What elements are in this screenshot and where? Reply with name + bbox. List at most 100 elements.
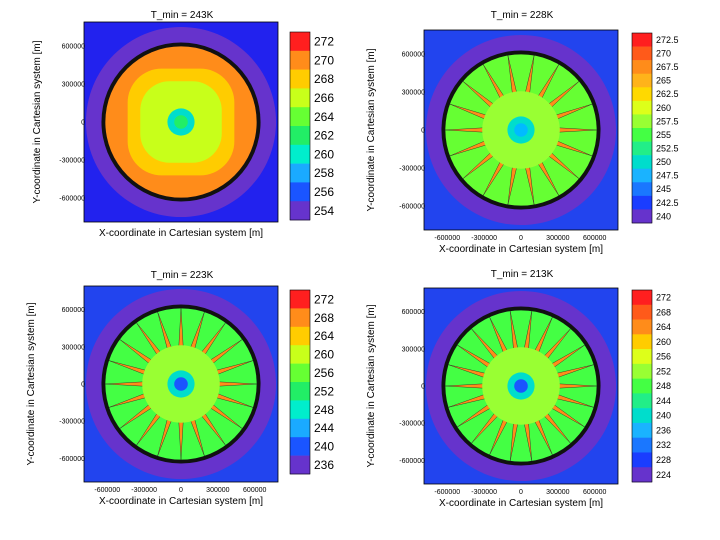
colorbar-swatch (290, 345, 310, 364)
colorbar-tick-label: 270 (314, 53, 334, 67)
y-tick-label: 0 (81, 120, 85, 127)
x-tick-label: 0 (519, 489, 523, 496)
colorbar-swatch (632, 46, 652, 61)
colorbar-tick-label: 266 (314, 91, 334, 105)
colorbar-tick-label: 256 (314, 366, 334, 380)
colorbar-swatch (290, 363, 310, 383)
colorbar-tick-label: 256 (656, 352, 671, 362)
x-tick-label: 600000 (583, 235, 606, 242)
colorbar-tick-label: 256 (314, 185, 334, 199)
colorbar-tick-label: 257.5 (656, 116, 679, 126)
colorbar: 272.5 270 267.5 265 262.5 260 257.5 255 252.5 250… (631, 32, 679, 224)
x-axis-label: X-coordinate in Cartesian system [m] (99, 228, 263, 239)
colorbar-frame (631, 32, 653, 224)
y-tick-label: 300000 (402, 346, 425, 353)
y-tick-label: -600000 (59, 196, 85, 203)
colorbar-tick-label: 264 (656, 322, 671, 332)
colorbar-swatch (290, 437, 310, 456)
colorbar-tick-label: 272 (314, 292, 334, 306)
y-tick-label: -600000 (59, 456, 85, 463)
x-tick-label: 0 (519, 235, 523, 242)
colorbar-tick-label: 240 (656, 411, 671, 421)
y-tick-label: 0 (421, 384, 425, 391)
colorbar-swatch (632, 319, 652, 335)
x-tick-label: -600000 (434, 489, 460, 496)
heatmap-center (514, 123, 528, 137)
y-tick-label: -600000 (399, 458, 425, 465)
colorbar-tick-label: 240 (314, 440, 334, 454)
colorbar-swatch (290, 107, 310, 127)
chart-panel-2: T_min = 228K 600000 300000 0 -300000 -600000 -… (366, 10, 679, 255)
colorbar-tick-label: 260 (314, 147, 334, 161)
chart-title: T_min = 228K (491, 10, 554, 21)
plot-frame (83, 285, 279, 483)
x-axis-label: X-coordinate in Cartesian system [m] (99, 496, 263, 507)
y-tick-label: 600000 (402, 52, 425, 59)
y-tick-label: -600000 (399, 204, 425, 211)
colorbar-tick-label: 244 (314, 421, 334, 435)
colorbar-swatch (290, 382, 310, 401)
colorbar-swatch (290, 400, 310, 420)
heatmap-field (424, 30, 618, 230)
colorbar-swatch (290, 126, 310, 146)
colorbar-swatch (290, 201, 310, 221)
colorbar-swatch (632, 100, 652, 115)
colorbar-swatch (632, 128, 652, 142)
colorbar-swatch (632, 87, 652, 102)
colorbar-swatch (290, 144, 310, 164)
colorbar-tick-label: 267.5 (656, 62, 679, 72)
colorbar-swatch (632, 209, 652, 224)
colorbar-swatch (290, 418, 310, 438)
colorbar-tick-label: 262 (314, 129, 334, 143)
y-tick-label: 0 (421, 128, 425, 135)
colorbar-tick-label: 262.5 (656, 89, 679, 99)
heatmap-center (514, 379, 528, 393)
y-axis-label: Y-coordinate in Cartesian system [m] (366, 304, 377, 467)
y-tick-label: 600000 (62, 44, 85, 51)
x-tick-label: -300000 (471, 489, 497, 496)
y-axis-label: Y-coordinate in Cartesian system [m] (366, 48, 377, 211)
colorbar: 272 268 264 260 256 252 248 244 240 236 232 228 224 (631, 289, 671, 483)
chart-panel-1: T_min = 243K 600000 300000 0 -300000 -600000 X… (32, 10, 334, 239)
colorbar-swatch (290, 69, 310, 89)
y-axis-label: Y-coordinate in Cartesian system [m] (32, 40, 43, 203)
colorbar-swatch (290, 50, 310, 70)
colorbar-swatch (632, 73, 652, 88)
colorbar-swatch (632, 393, 652, 409)
colorbar-tick-label: 232 (656, 440, 671, 450)
colorbar-swatch (632, 467, 652, 483)
colorbar-tick-label: 236 (314, 458, 334, 472)
plot-frame (423, 287, 619, 485)
heatmap-field (84, 286, 278, 482)
colorbar-frame (289, 289, 311, 475)
chart-panel-4: T_min = 213K 600000 300000 0 -300000 -600000 -… (366, 269, 671, 509)
colorbar-tick-label: 228 (656, 455, 671, 465)
colorbar-swatch (632, 114, 652, 129)
colorbar-tick-label: 260 (656, 337, 671, 347)
heatmap-center (174, 377, 188, 391)
x-tick-label: 300000 (206, 487, 229, 494)
colorbar-tick-label: 272.5 (656, 35, 679, 45)
x-tick-label: -600000 (434, 235, 460, 242)
plot-frame (423, 29, 619, 231)
colorbar-frame (289, 31, 311, 221)
y-tick-label: 0 (81, 382, 85, 389)
y-tick-label: 300000 (402, 90, 425, 97)
colorbar: 272 268 264 260 256 252 248 244 240 236 (289, 289, 334, 475)
chart-title: T_min = 213K (491, 269, 554, 280)
colorbar-tick-label: 240 (656, 211, 671, 221)
colorbar-tick-label: 244 (656, 396, 671, 406)
x-tick-label: 600000 (243, 487, 266, 494)
colorbar-swatch (632, 168, 652, 183)
colorbar-tick-label: 258 (314, 166, 334, 180)
colorbar-frame (631, 289, 653, 483)
y-axis-label: Y-coordinate in Cartesian system [m] (26, 302, 37, 465)
colorbar-tick-label: 268 (314, 311, 334, 325)
colorbar-tick-label: 255 (656, 130, 671, 140)
colorbar-swatch (290, 326, 310, 346)
colorbar-tick-label: 272 (314, 35, 334, 49)
colorbar-tick-label: 242.5 (656, 198, 679, 208)
colorbar-swatch (290, 88, 310, 108)
plot-frame (83, 21, 279, 223)
